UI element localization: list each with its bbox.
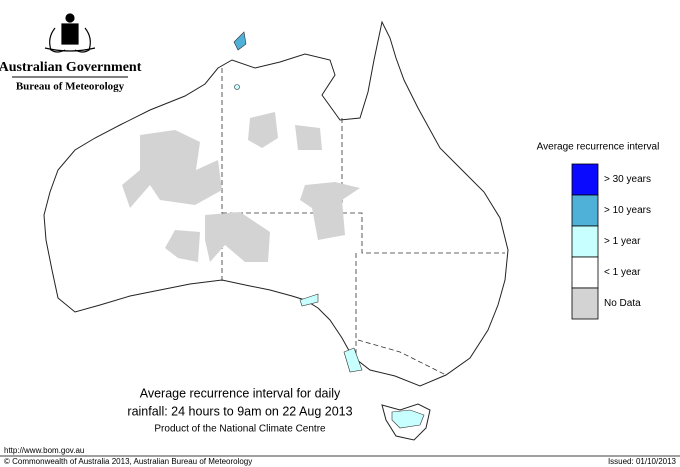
recurrence-patch	[234, 84, 240, 90]
no-data-areas	[122, 112, 360, 262]
legend: > 30 years > 10 years > 1 year < 1 year No D…	[571, 163, 651, 320]
header-title: Australian Government	[0, 60, 142, 75]
caption-line: Average recurrence interval for daily	[140, 386, 341, 400]
footer-url: http://www.bom.gov.au	[4, 446, 84, 455]
caption-line: rainfall: 24 hours to 9am on 22 Aug 2013	[127, 404, 352, 418]
legend-label: No Data	[604, 298, 641, 309]
recurrence-patch	[391, 409, 425, 429]
legend-swatch	[571, 194, 599, 227]
mainland	[43, 20, 509, 387]
legend-swatch	[571, 163, 599, 196]
caption-product: Product of the National Climate Centre	[154, 424, 326, 435]
crest	[44, 13, 96, 53]
state-border	[357, 339, 447, 376]
footer-copyright: © Commonwealth of Australia 2013, Austra…	[4, 457, 252, 466]
legend-title: Average recurrence interval	[537, 142, 660, 153]
legend-label: > 30 years	[604, 174, 651, 185]
recurrence-patch	[343, 347, 363, 373]
recurrence-patch	[299, 293, 319, 307]
legend-swatch	[571, 225, 599, 258]
footer-issued: Issued: 01/10/2013	[608, 457, 677, 466]
header-subtitle: Bureau of Meteorology	[16, 81, 125, 93]
legend-swatch	[571, 256, 599, 289]
legend-swatch	[571, 287, 599, 320]
legend-label: < 1 year	[604, 267, 641, 278]
legend-label: > 10 years	[604, 205, 651, 216]
recurrence-patch	[233, 31, 247, 51]
state-border	[222, 212, 505, 254]
legend-label: > 1 year	[604, 236, 641, 247]
